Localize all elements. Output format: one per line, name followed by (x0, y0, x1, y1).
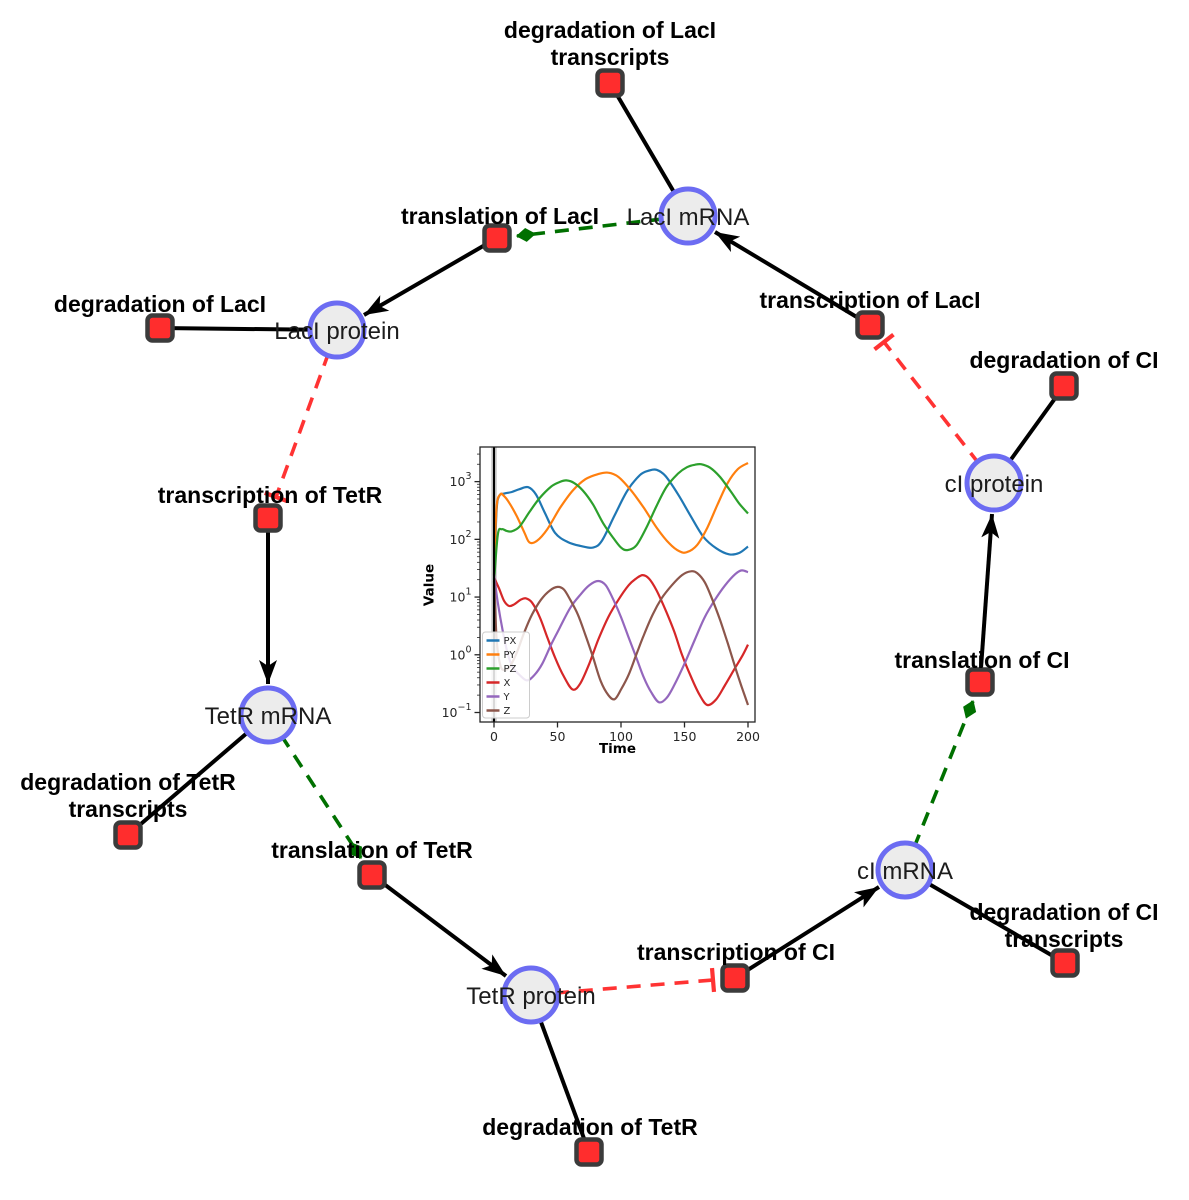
y-tick-label: 103 (450, 471, 472, 489)
reaction-node-transcription-laci[interactable] (855, 310, 885, 340)
edge-ci-protein-inhibits-laci-transcription (873, 332, 996, 485)
reaction-node-translation-laci[interactable] (482, 223, 512, 253)
reaction-node-degradation-ci[interactable] (1049, 371, 1079, 401)
chart-xlabel: Time (599, 741, 636, 757)
species-node-ci-protein[interactable] (964, 453, 1024, 513)
label-transcription-laci: transcription of LacI (759, 287, 980, 313)
edge-translation-to-tetr-protein (370, 873, 508, 978)
label-translation-tetr: translation of TetR (271, 837, 473, 863)
y-tick-label: 101 (450, 587, 472, 605)
x-tick-label: 100 (609, 729, 633, 744)
series-PY (492, 462, 749, 575)
species-node-laci-protein[interactable] (307, 300, 367, 360)
edge-laci-protein-inhibits-tetr-transcription (264, 329, 339, 504)
legend-label-pz: PZ (504, 664, 517, 675)
edge-ci-mrna-to-degradation (903, 868, 1067, 965)
reaction-node-degradation-laci-transcripts[interactable] (595, 68, 625, 98)
chart-legend: PX PY PZ X Y Z (482, 631, 530, 719)
species-node-ci-mrna[interactable] (875, 840, 935, 900)
label-tetr-protein: TetR protein (466, 983, 595, 1010)
x-tick-label: 0 (490, 729, 498, 744)
label-translation-ci: translation of CI (894, 647, 1069, 673)
reaction-node-degradation-laci[interactable] (145, 313, 175, 343)
edge-ci-mrna-modifies-translation (903, 700, 977, 871)
series-PZ (492, 462, 749, 583)
y-tick-label: 100 (450, 644, 472, 662)
legend-entry: X (486, 678, 511, 689)
y-tick-label: 10−1 (442, 702, 472, 720)
reaction-node-translation-ci[interactable] (965, 667, 995, 697)
label-degradation-ci: degradation of CI (969, 347, 1158, 373)
x-tick-label: 150 (673, 729, 697, 744)
legend-entry: PY (486, 650, 517, 661)
label-laci-protein: LacI protein (274, 318, 399, 345)
legend-entry: Y (486, 692, 511, 703)
legend-label-x: X (504, 678, 511, 689)
label-degradation-tetr-transcripts-1: degradation of TetR (20, 769, 236, 795)
species-node-laci-mrna[interactable] (658, 186, 718, 246)
edge-laci-protein-to-degradation (159, 326, 338, 332)
label-degradation-tetr-transcripts-2: transcripts (69, 796, 188, 822)
label-ci-mrna: cI mRNA (857, 858, 953, 885)
label-degradation-laci: degradation of LacI (54, 291, 266, 317)
legend-label-py: PY (504, 650, 517, 661)
label-degradation-laci-transcripts-1: degradation of LacI (504, 17, 716, 43)
reaction-node-degradation-ci-transcripts[interactable] (1050, 948, 1080, 978)
reaction-node-translation-tetr[interactable] (357, 860, 387, 890)
reaction-nodes (113, 68, 1080, 1167)
reaction-node-transcription-ci[interactable] (720, 963, 750, 993)
label-tetr-mrna: TetR mRNA (205, 703, 332, 730)
edge-tetr-mrna-to-degradation (126, 713, 270, 837)
series-PX (492, 468, 749, 580)
label-laci-mrna: LacI mRNA (627, 204, 750, 231)
edge-transcription-to-ci-mrna (733, 885, 881, 980)
edge-translation-to-laci-protein (362, 236, 499, 317)
label-degradation-tetr: degradation of TetR (482, 1114, 698, 1140)
chart-ylabel: Value (422, 564, 438, 606)
edge-translation-to-ci-protein (978, 513, 1000, 683)
labels: degradation of LacI transcripts translat… (20, 17, 1158, 1140)
label-transcription-tetr: transcription of TetR (158, 482, 383, 508)
label-translation-laci: translation of LacI (401, 203, 599, 229)
reaction-node-transcription-tetr[interactable] (253, 503, 283, 533)
legend-label-z: Z (504, 706, 511, 717)
legend-entry: PX (486, 636, 517, 647)
edge-tetr-protein-inhibits-ci-transcription (530, 967, 717, 997)
legend-label-y: Y (503, 692, 511, 703)
y-tick-label: 102 (450, 529, 472, 547)
reaction-node-degradation-tetr-transcripts[interactable] (113, 820, 143, 850)
legend-entry: PZ (486, 664, 517, 675)
species-node-tetr-mrna[interactable] (238, 685, 298, 745)
label-degradation-ci-transcripts-2: transcripts (1005, 926, 1124, 952)
label-ci-protein: cI protein (945, 471, 1044, 498)
chart-axes-ticks: 0 50 100 150 200 10−1 100 101 102 103 (442, 453, 760, 744)
legend-label-px: PX (504, 636, 517, 647)
species-nodes (238, 186, 1024, 1025)
label-transcription-ci: transcription of CI (637, 939, 835, 965)
x-tick-label: 200 (736, 729, 760, 744)
edge-transcription-to-laci-mrna (713, 230, 872, 327)
label-degradation-laci-transcripts-2: transcripts (551, 44, 670, 70)
species-node-tetr-protein[interactable] (501, 965, 561, 1025)
x-tick-label: 50 (550, 729, 566, 744)
reaction-node-degradation-tetr[interactable] (574, 1137, 604, 1167)
legend-entry: Z (486, 706, 511, 717)
label-degradation-ci-transcripts-1: degradation of CI (969, 899, 1158, 925)
series-X (492, 573, 749, 707)
